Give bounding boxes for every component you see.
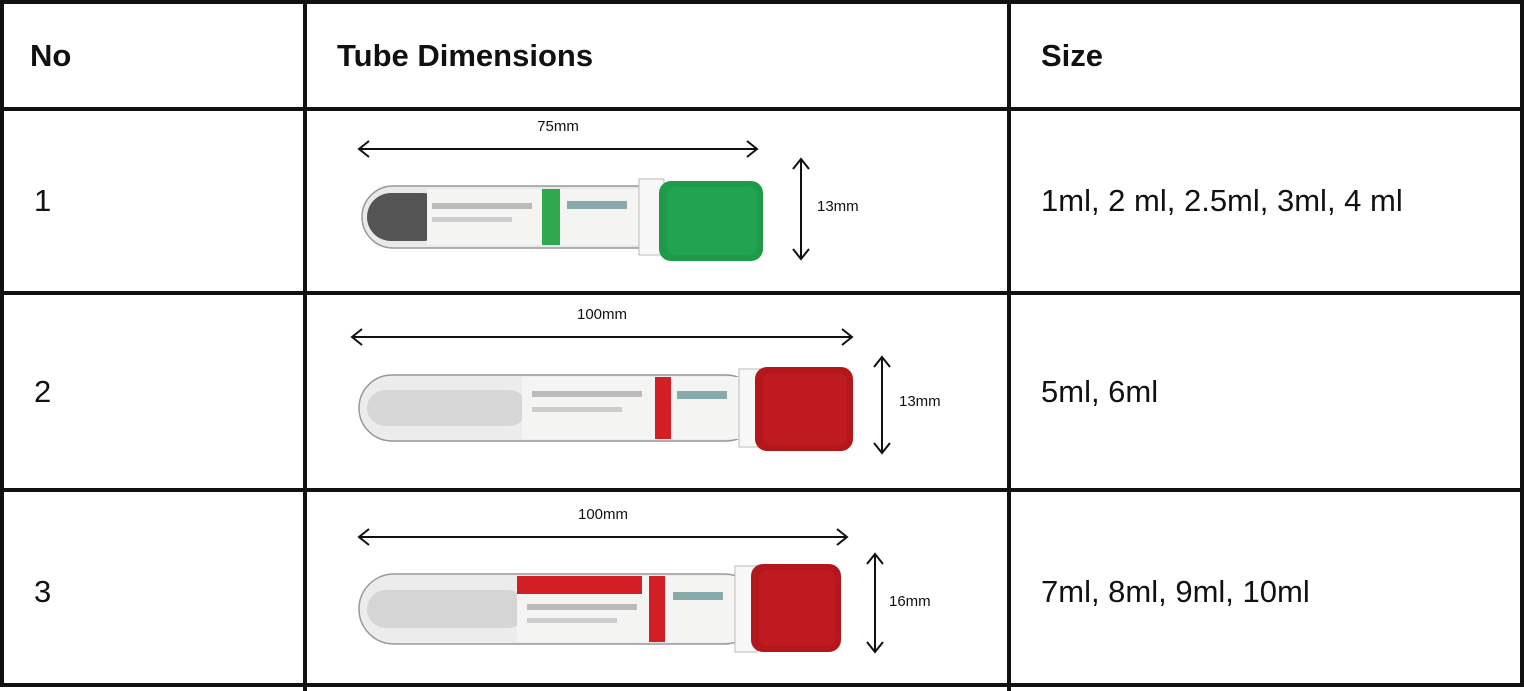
diameter-label-1: 13mm [817, 198, 859, 215]
row-2-tube-dimensions: 100mm 13mm [307, 295, 1011, 492]
tube-diagram-1: 75mm 13mm [357, 118, 859, 261]
tube-label-stripe-2 [655, 377, 671, 439]
diameter-label-3: 16mm [889, 593, 931, 610]
header-size: Size [1011, 4, 1524, 111]
tube-label-stripe-3 [649, 576, 665, 642]
header-tube-dimensions: Tube Dimensions [307, 4, 1011, 111]
tube-diagram-3: 100mm 16mm [357, 506, 931, 654]
row-1-no: 1 [4, 111, 307, 295]
row-3-no: 3 [4, 492, 307, 691]
row-2-no: 2 [4, 295, 307, 492]
diameter-label-2: 13mm [899, 393, 941, 410]
tube-label-band-3 [517, 576, 642, 594]
length-label-3: 100mm [578, 506, 628, 523]
header-no: No [4, 4, 307, 111]
row-3-tube-dimensions: 100mm 16mm [307, 492, 1011, 691]
row-2-size: 5ml, 6ml [1011, 295, 1524, 492]
length-label-2: 100mm [577, 306, 627, 323]
tube-label-stripe-1 [542, 189, 560, 245]
tube-diagram-2: 100mm 13mm [350, 306, 941, 455]
row-3-size: 7ml, 8ml, 9ml, 10ml [1041, 573, 1310, 609]
row-1-tube-dimensions: 75mm 13mm [307, 111, 1011, 295]
row-1-size: 1ml, 2 ml, 2.5ml, 3ml, 4 ml [1011, 111, 1524, 295]
length-label-1: 75mm [537, 118, 579, 135]
